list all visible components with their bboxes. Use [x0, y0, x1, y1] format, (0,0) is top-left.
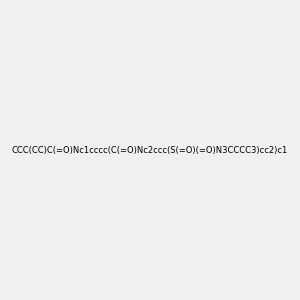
Text: CCC(CC)C(=O)Nc1cccc(C(=O)Nc2ccc(S(=O)(=O)N3CCCC3)cc2)c1: CCC(CC)C(=O)Nc1cccc(C(=O)Nc2ccc(S(=O)(=O… [12, 146, 288, 154]
